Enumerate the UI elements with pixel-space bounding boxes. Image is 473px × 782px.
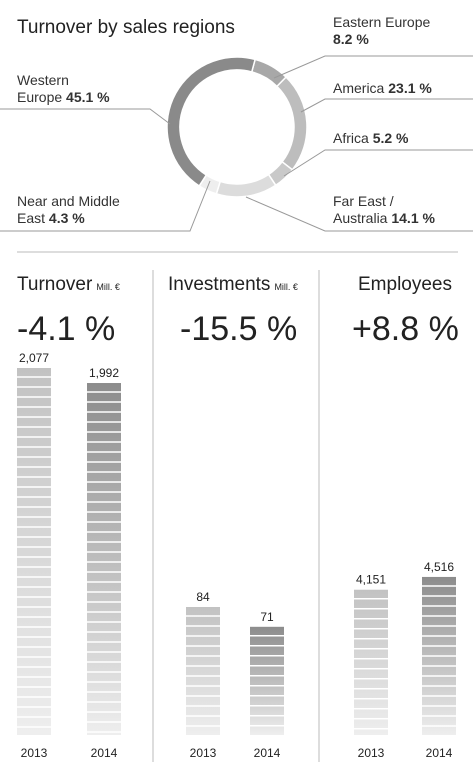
leader-line — [245, 196, 473, 232]
category-label: Western Europe — [17, 72, 69, 105]
pie-label: America 23.1 % — [333, 80, 463, 97]
x-tick-label: 2013 — [190, 746, 217, 760]
leader-line — [273, 55, 473, 79]
pie-label: Eastern Europe 8.2 % — [333, 14, 433, 48]
value-label: 4,151 — [356, 573, 386, 587]
annotation: +8.8 % — [352, 310, 459, 348]
pie-segment — [166, 56, 257, 187]
category-label: Eastern Europe — [333, 14, 431, 30]
pie-label: Western Europe 45.1 % — [17, 72, 117, 106]
subtitle: Mill. € — [274, 282, 298, 292]
value-label: 45.1 % — [66, 89, 110, 105]
x-tick-label: 2014 — [91, 746, 118, 760]
category-label: Far East / Australia — [333, 193, 394, 226]
x-tick-label: 2013 — [358, 746, 385, 760]
value-label: 5.2 % — [372, 130, 409, 146]
x-tick-label: 2014 — [254, 746, 281, 760]
value-label: 14.1 % — [391, 210, 435, 226]
bar — [354, 589, 388, 735]
title-text: Turnover — [17, 274, 93, 295]
pie-segment — [275, 76, 308, 171]
value-label: 84 — [196, 590, 210, 604]
x-tick-label: 2013 — [21, 746, 48, 760]
title-text: Investments — [168, 274, 270, 295]
category-label: Near and Middle East — [17, 193, 120, 226]
leader-line — [0, 180, 211, 232]
pie-segment — [215, 173, 277, 198]
value-label: 1,992 — [89, 366, 119, 380]
value-label: 2,077 — [19, 351, 49, 365]
pie-label: Near and Middle East 4.3 % — [17, 193, 147, 227]
leader-line — [283, 149, 473, 177]
value-label: 71 — [260, 610, 274, 624]
bar — [186, 607, 220, 735]
value-label: 4,516 — [424, 560, 454, 574]
annotation: -15.5 % — [180, 310, 297, 348]
bar — [17, 368, 51, 735]
chart-title: Employees — [358, 274, 452, 295]
pie-label: Far East / Australia 14.1 % — [333, 193, 443, 227]
pie-title: Turnover by sales regions — [17, 17, 235, 38]
chart-title: Turnover Mill. € — [17, 274, 120, 295]
pie-label: Africa 5.2 % — [333, 130, 463, 147]
annotation: -4.1 % — [17, 310, 115, 348]
bar — [250, 626, 284, 735]
value-label: 4.3 % — [48, 210, 85, 226]
category-label: Africa — [333, 130, 369, 146]
title-text: Employees — [358, 274, 452, 295]
value-label: 23.1 % — [388, 80, 432, 96]
value-label: 8.2 % — [333, 31, 369, 47]
leader-line — [300, 98, 473, 113]
chart-title: Investments Mill. € — [168, 274, 298, 295]
category-label: America — [333, 80, 385, 96]
x-tick-label: 2014 — [426, 746, 453, 760]
subtitle: Mill. € — [96, 282, 120, 292]
leader-line — [0, 108, 171, 125]
